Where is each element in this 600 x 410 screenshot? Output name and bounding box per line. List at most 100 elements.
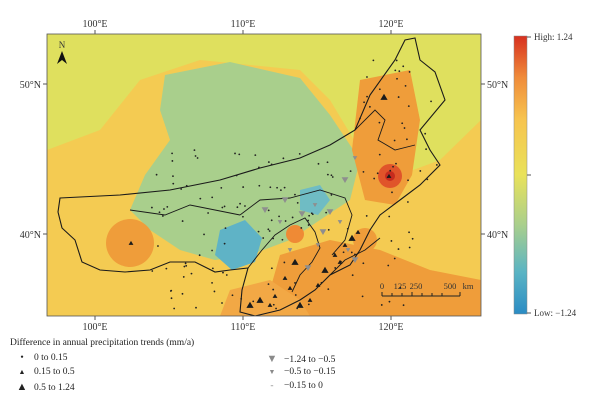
lat-tick-left-40: 40°N (20, 230, 41, 241)
station-dot (407, 105, 410, 108)
dash-marker-icon: - (270, 381, 274, 391)
station-dot (272, 303, 275, 306)
station-dot (327, 288, 330, 291)
station-down-triangle (352, 156, 358, 161)
station-dot (272, 288, 275, 291)
scale-label-500: 500 (444, 281, 457, 291)
station-down-triangle (351, 257, 359, 264)
station-dot (283, 261, 286, 264)
station-dot (397, 248, 400, 250)
station-dot (262, 237, 265, 239)
north-arrow: N (57, 40, 67, 64)
station-dot (395, 59, 398, 62)
station-dot (402, 65, 405, 68)
legend-item-triangle-small: ▲ 0.15 to 0.5 (14, 367, 75, 377)
station-down-triangle (341, 177, 349, 184)
station-dot (211, 196, 214, 199)
legend-title: Difference in annual precipitation trend… (10, 338, 195, 348)
station-dot (221, 302, 223, 304)
province-boundary-3 (129, 204, 241, 216)
station-dot (369, 105, 371, 108)
station-dot (275, 307, 277, 310)
station-dot (294, 294, 297, 296)
lon-tick-top-110: 110°E (231, 19, 256, 30)
station-dot (398, 70, 401, 73)
trend-surface-orange-ne (352, 70, 420, 205)
station-dot (407, 179, 409, 182)
station-down-triangle (287, 248, 293, 253)
station-dot (300, 227, 303, 229)
station-dot (330, 194, 333, 196)
station-dot (196, 157, 199, 159)
trend-surface-blue-2 (300, 185, 330, 215)
station-dot (430, 100, 432, 103)
station-dot (327, 228, 330, 231)
station-dot (258, 184, 261, 187)
station-dot (419, 170, 422, 172)
station-dot (267, 209, 270, 212)
station-dot (362, 262, 365, 265)
station-dot (190, 272, 193, 275)
station-dot (194, 155, 197, 157)
station-dot (373, 177, 376, 180)
scale-label-0: 0 (380, 281, 384, 291)
legend-label-3: −1.24 to −0.5 (284, 355, 336, 365)
station-dot (180, 188, 183, 190)
scale-unit: km (463, 281, 474, 291)
legend-item-inv-triangle-large: ▼ −1.24 to −0.5 (264, 353, 336, 365)
station-dot (408, 71, 411, 73)
legend-item-triangle-large: ▲ 0.5 to 1.24 (14, 381, 75, 393)
station-dot (330, 174, 333, 177)
station-dot (426, 178, 429, 181)
station-dot (399, 286, 402, 289)
station-dot (185, 264, 188, 267)
lat-tick-left-50: 50°N (20, 80, 41, 91)
station-down-triangle (326, 209, 334, 216)
station-dot (363, 101, 365, 104)
station-dot (181, 220, 184, 222)
lon-tick-bottom-100: 100°E (82, 322, 107, 333)
station-down-triangle (319, 229, 327, 236)
station-dot (408, 246, 411, 249)
station-dot (172, 175, 174, 178)
station-dot (403, 127, 406, 129)
lon-tick-bottom-110: 110°E (231, 322, 256, 333)
station-dot (170, 297, 173, 300)
station-up-triangle (321, 266, 329, 273)
legend-item-dot: • 0 to 0.15 (14, 353, 68, 363)
station-dot (294, 193, 296, 196)
province-boundary-2 (247, 217, 321, 293)
province-boundary-4 (354, 109, 416, 151)
station-dot (242, 215, 244, 218)
station-dot (282, 157, 285, 160)
station-up-triangle (348, 234, 356, 241)
station-dot (269, 186, 272, 189)
station-down-triangle (315, 243, 321, 248)
legend-label-0: 0 to 0.15 (34, 353, 68, 363)
station-dot (349, 170, 352, 172)
region-boundary-outline (57, 37, 446, 316)
station-dot (223, 205, 226, 208)
station-dot (231, 294, 234, 297)
station-dot (240, 297, 243, 300)
trend-surface-blue (215, 220, 262, 270)
station-down-triangle (337, 220, 343, 225)
station-down-triangle (298, 211, 306, 218)
station-down-triangle (312, 203, 318, 208)
station-dot (391, 191, 393, 194)
station-dot (291, 216, 294, 219)
station-dot (223, 242, 226, 245)
map-panel (47, 34, 481, 316)
lon-tick-top-100: 100°E (82, 19, 107, 30)
station-dot (366, 95, 368, 98)
station-dot (281, 238, 284, 241)
lon-tick-bottom-120: 120°E (378, 322, 403, 333)
station-dot (326, 161, 329, 164)
station-dot (203, 233, 205, 236)
station-dot (270, 267, 273, 270)
station-dot (378, 121, 381, 124)
station-up-triangle (282, 275, 288, 280)
station-dot (161, 215, 164, 217)
station-dot (198, 254, 201, 257)
legend-label-1: 0.15 to 0.5 (34, 367, 75, 377)
